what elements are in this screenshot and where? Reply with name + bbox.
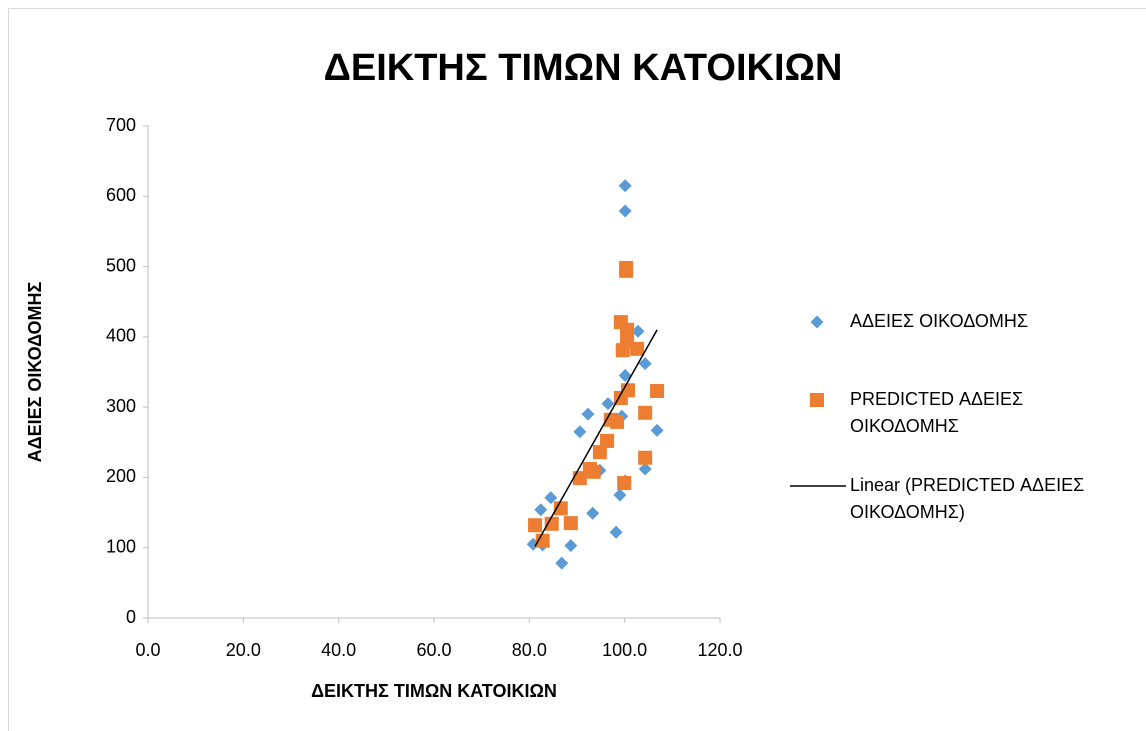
- y-tick-label: 300: [106, 396, 136, 416]
- point: [600, 433, 615, 448]
- point: [563, 516, 578, 531]
- point: [534, 503, 548, 517]
- point: [617, 476, 632, 491]
- point: [535, 533, 550, 548]
- legend-marker: [810, 393, 824, 407]
- point: [592, 445, 607, 460]
- point: [601, 397, 615, 411]
- point: [619, 263, 634, 278]
- legend-label: Linear (PREDICTED ΑΔΕΙΕΣ ΟΙΚΟΔΟΜΗΣ): [850, 475, 1085, 522]
- point: [581, 407, 595, 421]
- x-tick-label: 20.0: [226, 640, 261, 660]
- x-tick-label: 120.0: [697, 640, 742, 660]
- point: [610, 414, 625, 429]
- point: [555, 556, 569, 570]
- point: [638, 357, 652, 371]
- y-axis-label: ΑΔΕΙΕΣ ΟΙΚΟΔΟΜΗΣ: [25, 281, 45, 462]
- y-tick-label: 400: [106, 326, 136, 346]
- y-tick-label: 0: [126, 607, 136, 627]
- point: [553, 501, 568, 516]
- point: [638, 462, 652, 476]
- x-axis-label: ΔΕΙΚΤΗΣ ΤΙΜΩΝ ΚΑΤΟΙΚΙΩΝ: [311, 681, 557, 701]
- point: [638, 450, 653, 465]
- legend-label: ΑΔΕΙΕΣ ΟΙΚΟΔΟΜΗΣ: [850, 311, 1029, 331]
- point: [650, 383, 665, 398]
- point: [630, 341, 645, 356]
- y-tick-label: 100: [106, 536, 136, 556]
- point: [620, 322, 635, 337]
- chart-title: ΔΕΙΚΤΗΣ ΤΙΜΩΝ ΚΑΤΟΙΚΙΩΝ: [324, 47, 843, 89]
- point: [631, 324, 645, 338]
- point: [618, 369, 632, 383]
- point: [586, 506, 600, 520]
- point: [613, 488, 627, 502]
- y-tick-label: 700: [106, 115, 136, 135]
- point: [573, 425, 587, 439]
- point: [564, 539, 578, 553]
- trendline: [534, 329, 658, 547]
- x-tick-label: 80.0: [512, 640, 547, 660]
- y-tick-label: 500: [106, 255, 136, 275]
- x-tick-label: 0.0: [135, 640, 160, 660]
- point: [609, 525, 623, 539]
- point: [544, 516, 559, 531]
- point: [650, 423, 664, 437]
- point: [544, 491, 558, 505]
- point: [586, 464, 601, 479]
- point: [618, 204, 632, 218]
- point: [618, 179, 632, 193]
- point: [638, 405, 653, 420]
- x-tick-label: 60.0: [416, 640, 451, 660]
- chart-border: [8, 8, 1146, 731]
- y-tick-label: 600: [106, 185, 136, 205]
- x-tick-label: 100.0: [602, 640, 647, 660]
- legend-marker: [810, 315, 824, 329]
- legend-label: PREDICTED ΑΔΕΙΕΣ ΟΙΚΟΔΟΜΗΣ: [850, 389, 1024, 436]
- point: [528, 518, 543, 533]
- x-tick-label: 40.0: [321, 640, 356, 660]
- point: [572, 471, 587, 486]
- y-tick-label: 200: [106, 466, 136, 486]
